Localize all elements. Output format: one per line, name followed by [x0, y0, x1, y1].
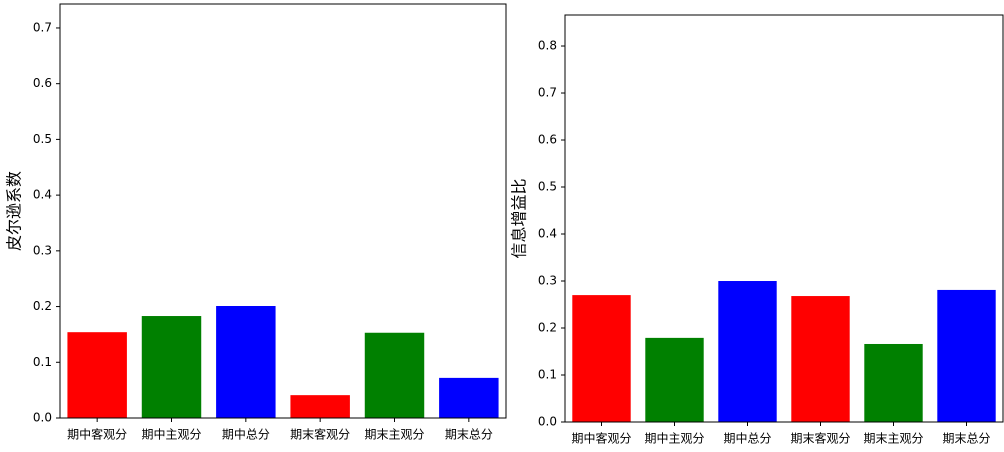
y-tick-label: 0.8: [538, 39, 557, 53]
y-tick-label: 0.2: [33, 299, 52, 313]
x-tick-label: 期末主观分: [364, 428, 424, 442]
y-tick-label: 0.7: [33, 20, 52, 34]
x-tick-label: 期中客观分: [67, 427, 127, 442]
y-tick-label: 0.3: [538, 274, 557, 288]
x-tick-label: 期末总分: [445, 428, 493, 442]
y-tick-label: 0.1: [33, 355, 52, 369]
bar: [364, 332, 425, 418]
y-axis-label: 皮尔逊系数: [5, 171, 24, 251]
axes-frame: [59, 3, 507, 419]
y-tick-label: 0.7: [538, 86, 557, 100]
axes-frame: [564, 14, 1004, 423]
bar: [572, 295, 631, 422]
y-tick-label: 0.0: [33, 411, 52, 425]
x-tick-label: 期末总分: [942, 432, 990, 446]
bar: [864, 343, 923, 422]
x-tick-label: 期末客观分: [790, 431, 850, 446]
x-tick-label: 期中主观分: [644, 431, 704, 446]
x-tick-label: 期中总分: [723, 431, 771, 446]
bar: [937, 289, 996, 422]
bar: [141, 316, 202, 418]
bar: [290, 395, 350, 418]
y-tick-label: 0.3: [33, 243, 52, 257]
y-tick-label: 0.6: [538, 133, 557, 147]
x-tick-label: 期中总分: [222, 427, 270, 442]
bar: [791, 296, 850, 422]
bar: [67, 332, 127, 418]
x-tick-label: 期中主观分: [141, 427, 201, 442]
bar: [645, 337, 704, 422]
y-tick-label: 0.5: [33, 132, 52, 146]
y-tick-label: 0.6: [33, 76, 52, 90]
bar: [439, 377, 499, 418]
x-tick-label: 期中客观分: [571, 431, 631, 446]
y-tick-label: 0.0: [538, 415, 557, 429]
x-tick-label: 期末主观分: [863, 432, 923, 446]
x-tick-label: 期末客观分: [290, 427, 350, 442]
y-tick-label: 0.1: [538, 368, 557, 382]
y-axis-label: 信息增益比: [510, 178, 529, 258]
bar: [718, 281, 777, 422]
y-tick-label: 0.4: [538, 227, 557, 241]
y-tick-label: 0.2: [538, 321, 557, 335]
bar: [216, 306, 276, 418]
y-tick-label: 0.4: [33, 188, 52, 202]
y-tick-label: 0.5: [538, 180, 557, 194]
